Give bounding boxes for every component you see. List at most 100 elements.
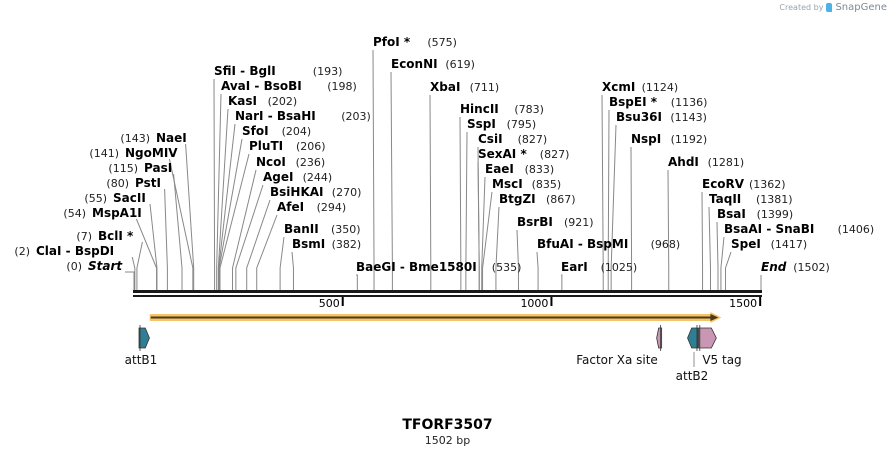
restriction-site[interactable]: BspEI * (1136) (609, 95, 707, 109)
restriction-site[interactable]: TaqII (1381) (709, 192, 793, 206)
site-name: BspEI * (609, 95, 658, 109)
feature-attb1[interactable]: attB1 (125, 325, 158, 367)
site-connector-line (720, 236, 725, 290)
restriction-site[interactable]: BsmI (382) (292, 237, 361, 251)
restriction-site[interactable]: BsaI (1399) (717, 207, 793, 221)
restriction-site[interactable]: (80) PstI (106, 176, 161, 190)
site-position: (350) (331, 223, 361, 236)
site-name: BclI * (98, 229, 134, 243)
restriction-site[interactable]: KasI (202) (228, 94, 297, 108)
restriction-site[interactable]: BsrBI (921) (517, 215, 594, 229)
restriction-site[interactable]: SexAI * (827) (478, 147, 569, 161)
restriction-site[interactable]: MscI (835) (492, 177, 561, 191)
restriction-site[interactable]: PluTI (206) (249, 139, 326, 153)
site-position: (244) (303, 171, 333, 184)
site-position: (827) (518, 133, 548, 146)
site-connector-line (131, 256, 136, 290)
restriction-site[interactable]: (141) NgoMIV (89, 146, 178, 160)
restriction-site[interactable]: HincII (783) (460, 102, 544, 116)
site-position: (270) (332, 186, 362, 199)
restriction-site[interactable]: XbaI (711) (430, 80, 499, 94)
restriction-site[interactable]: EaeI (833) (485, 162, 554, 176)
restriction-site[interactable]: (115) PasI (108, 161, 172, 175)
restriction-site[interactable]: AgeI (244) (263, 170, 332, 184)
site-name: PfoI * (373, 35, 411, 49)
restriction-site[interactable]: BaeGI - Bme1580I (535) (356, 260, 521, 274)
backbone-strand-top (133, 290, 762, 293)
orf-arrow[interactable] (149, 312, 722, 323)
site-name: AhdI (668, 155, 699, 169)
restriction-site[interactable]: BsaAI - SnaBI (1406) (724, 222, 874, 236)
map-title: TFORF3507 (402, 417, 493, 433)
site-name: EarI (561, 260, 588, 274)
restriction-site[interactable]: SpeI (1417) (731, 237, 807, 251)
restriction-site[interactable]: (0) Start (66, 259, 123, 273)
site-name: SpeI (731, 237, 761, 251)
site-position: (1362) (749, 178, 786, 191)
restriction-site[interactable]: AhdI (1281) (668, 155, 744, 169)
site-connector-line (429, 94, 432, 290)
site-connector-line (125, 271, 135, 290)
forward-feature-arrow-icon (698, 327, 717, 349)
restriction-site[interactable]: NcoI (236) (256, 155, 325, 169)
site-connector-line (291, 251, 294, 290)
site-position: (1143) (670, 111, 707, 124)
site-connector-line (459, 116, 462, 290)
site-connector-line (164, 188, 168, 290)
restriction-site[interactable]: AvaI - BsoBI (198) (221, 79, 357, 93)
site-name: BfuAI - BspMI (537, 237, 628, 251)
restriction-site[interactable]: EarI (1025) (561, 260, 637, 274)
site-name: SspI (467, 117, 496, 131)
site-connector-line (477, 161, 480, 290)
site-position: (2) (14, 245, 30, 258)
site-name: NarI - BsaHI (235, 109, 316, 123)
site-position: (1417) (771, 238, 808, 251)
site-name: SacII (113, 191, 146, 205)
restriction-site[interactable]: BsiHKAI (270) (270, 185, 361, 199)
restriction-site[interactable]: BfuAI - BspMI (968) (537, 237, 680, 251)
restriction-site[interactable]: NarI - BsaHI (203) (235, 109, 371, 123)
site-connector-line (168, 158, 194, 290)
restriction-site[interactable]: (143) NaeI (120, 131, 186, 145)
site-position: (1406) (838, 223, 875, 236)
restriction-site[interactable]: AfeI (294) (277, 200, 346, 214)
site-position: (833) (525, 163, 555, 176)
restriction-site[interactable]: EcoRV (1362) (702, 177, 786, 191)
restriction-site[interactable]: CsiI (827) (478, 132, 547, 146)
restriction-site[interactable]: SfoI (204) (242, 124, 311, 138)
site-name: SfoI (242, 124, 269, 138)
restriction-site[interactable]: BtgZI (867) (499, 192, 576, 206)
site-name: Bsu36I (616, 110, 662, 124)
site-connector-line (495, 206, 500, 290)
restriction-site[interactable]: SfiI - BglI (193) (214, 64, 342, 78)
sequence-length: 1502 bp (424, 434, 471, 447)
feature-v5-tag[interactable]: V5 tag (698, 325, 742, 367)
restriction-site[interactable]: PfoI * (575) (373, 35, 457, 49)
restriction-site[interactable]: End (1502) (761, 260, 830, 274)
site-position: (115) (108, 162, 138, 175)
site-position: (921) (564, 216, 594, 229)
ruler-tick-label: 1000 (520, 297, 548, 310)
site-connector-line (213, 78, 216, 290)
restriction-site[interactable]: Bsu36I (1143) (616, 110, 707, 124)
site-name: NgoMIV (125, 146, 178, 160)
site-connector-line (246, 199, 271, 290)
restriction-site[interactable]: EconNI (619) (391, 57, 475, 71)
snapgene-credit: Created by SnapGene (779, 2, 887, 13)
restriction-site[interactable]: XcmI (1124) (602, 80, 678, 94)
restriction-site[interactable]: (7) BclI * (76, 229, 134, 243)
restriction-site[interactable]: (2) ClaI - BspDI (14, 244, 114, 258)
restriction-site[interactable]: (55) SacII (84, 191, 145, 205)
restriction-site[interactable]: SspI (795) (467, 117, 536, 131)
feature-attb2[interactable]: attB2 (676, 325, 709, 383)
restriction-site[interactable]: NspI (1192) (631, 132, 707, 146)
site-connector-line (218, 138, 243, 290)
feature-label: Factor Xa site (576, 353, 658, 367)
site-name: PasI (144, 161, 172, 175)
restriction-site[interactable]: BanII (350) (284, 222, 361, 236)
site-labels: (0) Start (2) ClaI - BspDI(7) BclI * (54) MspA… (14, 35, 874, 274)
feature-factor-xa-site[interactable]: Factor Xa site (576, 325, 663, 367)
site-position: (80) (106, 177, 129, 190)
site-position: (193) (313, 65, 343, 78)
restriction-site[interactable]: (54) MspA1I (63, 206, 141, 220)
